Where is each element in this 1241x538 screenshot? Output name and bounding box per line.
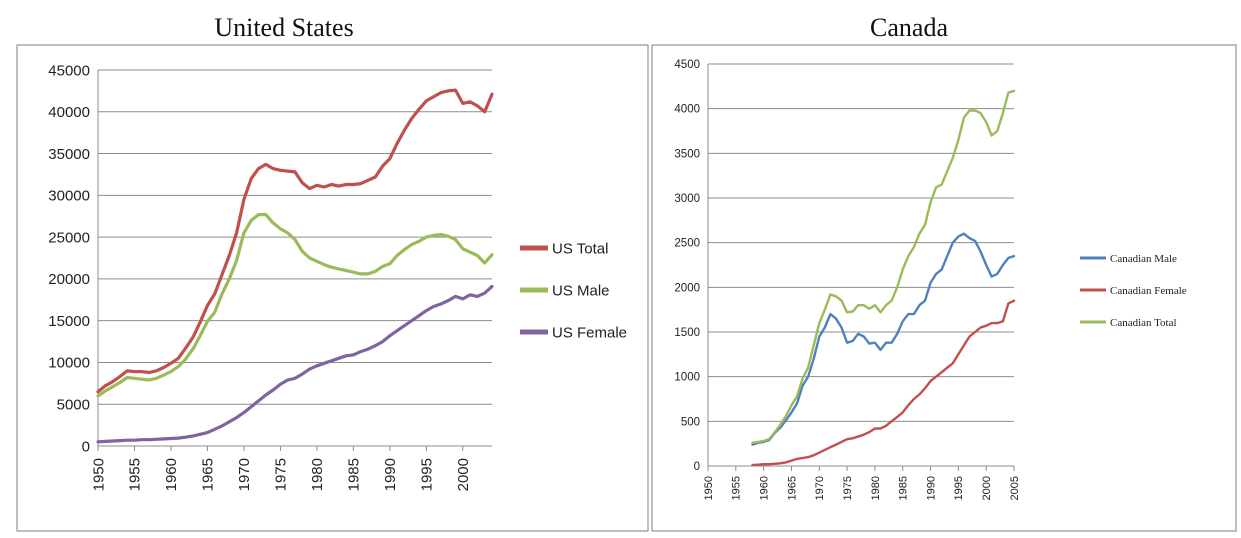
canada-x-tick-label: 1950 bbox=[703, 476, 715, 500]
us-plot: 0 5000 10000 15000 20000 25000 30000 35000 40000… bbox=[48, 62, 627, 491]
us-x-tick-label: 1995 bbox=[419, 458, 436, 491]
us-y-tick-label: 45000 bbox=[48, 62, 90, 79]
canada-x-tick-label: 2000 bbox=[981, 476, 993, 500]
canada-legend-label: Canadian Male bbox=[1110, 253, 1177, 265]
canada-y-tick-label: 1500 bbox=[674, 327, 700, 339]
us-legend-label: US Female bbox=[552, 324, 627, 341]
us-legend-label: US Male bbox=[552, 282, 610, 299]
us-x-tick-label: 1950 bbox=[90, 458, 107, 491]
canada-y-tick-label: 4000 bbox=[674, 104, 700, 116]
canada-y-tick-label: 500 bbox=[681, 416, 700, 428]
canada-x-tick-label: 1955 bbox=[731, 476, 743, 500]
us-series-line-us-female bbox=[96, 284, 494, 444]
canada-series-line-canadian-male bbox=[751, 232, 1016, 446]
canada-legend-label: Canadian Total bbox=[1110, 317, 1177, 329]
us-x-tick-label: 1980 bbox=[309, 458, 326, 491]
canada-y-tick-label: 0 bbox=[694, 461, 700, 473]
us-y-tick-label: 5000 bbox=[57, 396, 90, 413]
us-x-tick-label: 1975 bbox=[273, 458, 290, 491]
canada-x-tick-label: 1970 bbox=[814, 476, 826, 500]
us-y-tick-label: 25000 bbox=[48, 229, 90, 246]
us-y-tick-label: 20000 bbox=[48, 271, 90, 288]
us-series-line-us-male bbox=[96, 213, 494, 398]
us-x-tick-label: 1955 bbox=[127, 458, 144, 491]
canada-y-tick-label: 3000 bbox=[674, 193, 700, 205]
canada-y-tick-label: 2500 bbox=[674, 238, 700, 250]
canada-y-tick-label: 1000 bbox=[674, 372, 700, 384]
us-x-tick-label: 1965 bbox=[200, 458, 217, 491]
canada-legend-label: Canadian Female bbox=[1110, 285, 1187, 297]
us-x-tick-label: 1970 bbox=[236, 458, 253, 491]
us-y-tick-label: 40000 bbox=[48, 104, 90, 121]
us-legend-label: US Total bbox=[552, 240, 608, 257]
canada-y-tick-label: 2000 bbox=[674, 282, 700, 294]
canada-x-tick-label: 1985 bbox=[898, 476, 910, 500]
canada-y-tick-label: 4500 bbox=[674, 59, 700, 71]
us-chart-title: United States bbox=[214, 13, 353, 42]
canada-plot: 0 500 1000 1500 2000 2500 3000 3500 4000 4500 1950… bbox=[674, 59, 1186, 500]
us-y-tick-label: 30000 bbox=[48, 188, 90, 205]
canada-x-tick-label: 1965 bbox=[786, 476, 798, 500]
us-series-line-us-total bbox=[96, 88, 494, 394]
canada-x-tick-label: 1990 bbox=[925, 476, 937, 500]
us-x-tick-label: 1985 bbox=[346, 458, 363, 491]
canada-panel-frame bbox=[651, 44, 1237, 532]
us-y-tick-label: 0 bbox=[82, 438, 90, 455]
canada-chart-title: Canada bbox=[870, 13, 948, 42]
canada-series-line-canadian-total bbox=[751, 89, 1016, 444]
canada-x-tick-label: 1995 bbox=[953, 476, 965, 500]
canada-x-tick-label: 2005 bbox=[1009, 476, 1021, 500]
us-x-tick-label: 1960 bbox=[163, 458, 180, 491]
us-y-tick-label: 15000 bbox=[48, 313, 90, 330]
canada-y-tick-label: 3500 bbox=[674, 148, 700, 160]
us-y-tick-label: 10000 bbox=[48, 355, 90, 372]
canada-x-tick-label: 1960 bbox=[758, 476, 770, 500]
canada-x-tick-label: 1980 bbox=[870, 476, 882, 500]
canada-series-line-canadian-female bbox=[751, 299, 1016, 467]
canada-x-tick-label: 1975 bbox=[842, 476, 854, 500]
us-x-tick-label: 2000 bbox=[455, 458, 472, 491]
us-y-tick-label: 35000 bbox=[48, 146, 90, 163]
us-x-tick-label: 1990 bbox=[382, 458, 399, 491]
us-panel-frame bbox=[16, 44, 649, 532]
